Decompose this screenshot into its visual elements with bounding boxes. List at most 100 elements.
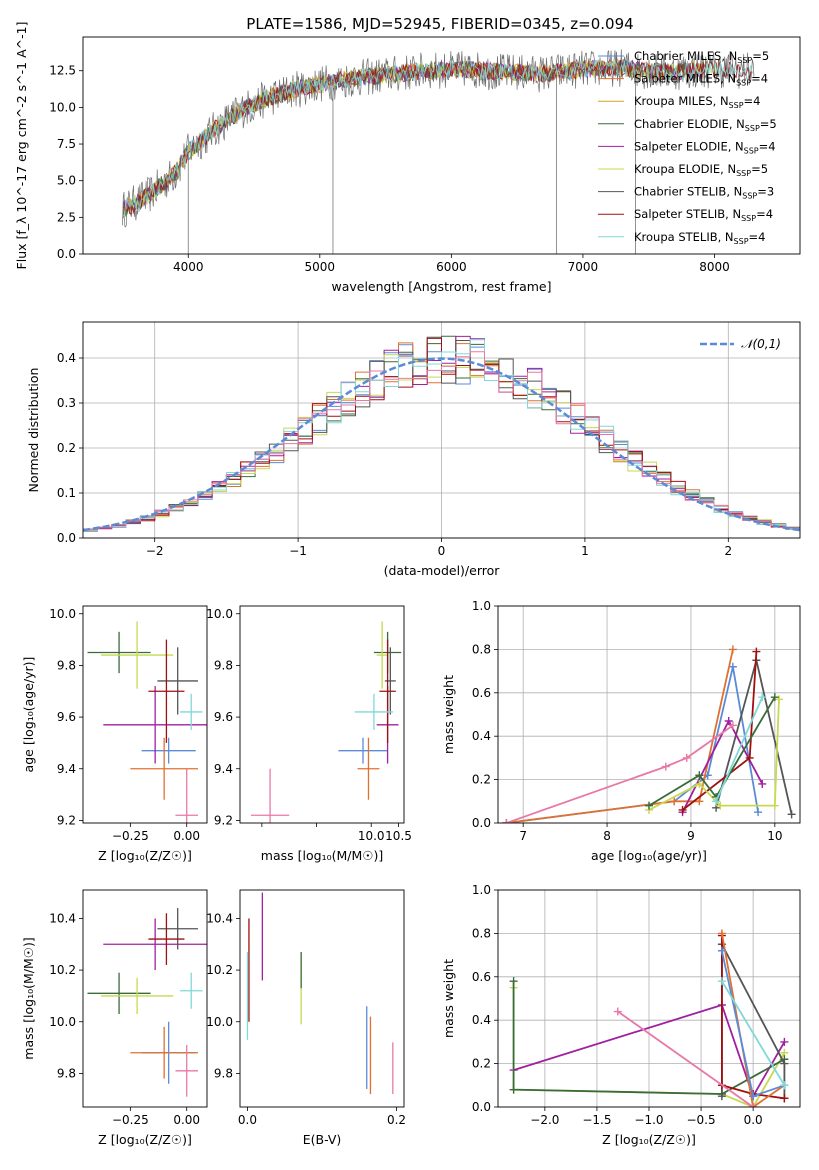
y-tick-label: 9.4: [57, 762, 76, 776]
y-tick-label: 10.4: [49, 911, 76, 925]
axes-frame: [82, 36, 801, 255]
plot-area: [509, 929, 789, 1107]
y-tick-label: 1.0: [472, 599, 491, 613]
plot-area: [87, 908, 207, 1097]
y-tick-label: 0.2: [472, 1057, 491, 1071]
legend-label-sub: SSP: [736, 169, 751, 178]
figure-title: PLATE=1586, MJD=52945, FIBERID=0345, z=0…: [246, 15, 633, 33]
weight-series-line: [721, 933, 785, 1107]
y-tick-label: 0.0: [57, 531, 76, 545]
x-tick-label: −1: [289, 544, 307, 558]
legend-label: 𝒩(0,1): [741, 337, 781, 351]
weight-point-marker: [728, 662, 737, 671]
weight-point-marker: [780, 1059, 789, 1068]
x-axis-label: mass [log₁₀(M/M☉)]: [261, 848, 383, 863]
x-tick-label: 7000: [568, 260, 599, 274]
legend-label-sub: SSP: [741, 214, 756, 223]
legend: 𝒩(0,1): [700, 337, 781, 351]
x-tick-label: 0.2: [387, 1113, 406, 1127]
x-tick-label: 6000: [436, 260, 467, 274]
legend-label-sub: SSP: [736, 79, 751, 88]
x-axis-label: Z [log₁₀(Z/Z☉)]: [98, 1132, 192, 1147]
weight-point-marker: [712, 797, 721, 806]
x-tick-label: 2: [724, 544, 732, 558]
y-tick-label: 1.0: [472, 883, 491, 897]
y-tick-label: 0.1: [57, 486, 76, 500]
plot-area: [122, 49, 755, 254]
x-axis-label: age [log₁₀(age/yr)]: [591, 848, 707, 863]
x-tick-label: 0.0: [238, 1113, 257, 1127]
weight-series-line: [506, 649, 734, 823]
weight-series-line: [715, 696, 764, 802]
plot-area: [83, 335, 800, 532]
y-tick-label: 0.8: [472, 926, 491, 940]
y-tick-label: 9.4: [214, 762, 233, 776]
weight-series-line: [506, 724, 734, 823]
weight-point-marker: [695, 797, 704, 806]
legend-label: Salpeter STELIB, NSSP=4: [634, 207, 773, 223]
weight-point-marker: [728, 721, 737, 730]
legend-label-tail: =5: [760, 117, 777, 131]
weight-point-marker: [752, 647, 761, 656]
panel-residuals: −2 −1 0 1 2 0.0 0.1 0.2 0.3 0.4 (data-model)/error…: [26, 321, 801, 578]
y-tick-label: 10.4: [206, 911, 233, 925]
y-tick-label: 9.6: [214, 710, 233, 724]
y-axis-label: mass [log₁₀(M/M☉)]: [21, 937, 36, 1059]
y-tick-label: 0.0: [472, 1100, 491, 1114]
x-tick-label: 8000: [699, 260, 730, 274]
y-tick-label: 0.6: [472, 686, 491, 700]
weight-series-line: [512, 981, 785, 1095]
y-tick-label: 9.2: [214, 813, 233, 827]
legend-label: Chabrier MILES, NSSP=5: [634, 49, 769, 65]
weight-series-line: [506, 666, 759, 823]
spectrum-model-line: [122, 58, 754, 218]
y-tick-label: 9.8: [214, 1066, 233, 1080]
legend-label-text: Salpeter MILES, N: [634, 72, 736, 86]
legend-label-sub: SSP: [744, 146, 759, 155]
y-tick-label: 9.8: [57, 1066, 76, 1080]
x-tick-label: 5000: [305, 260, 336, 274]
y-tick-label: 10.2: [206, 963, 233, 977]
y-tick-label: 0.0: [57, 247, 76, 261]
legend-label: Salpeter ELODIE, NSSP=4: [634, 139, 776, 155]
x-tick-label: 10.5: [385, 829, 412, 843]
panel-age_vs_Z: −0.25 0.00 9.2 9.4 9.6 9.8 10.0 Z [log₁₀(Z/Z☉)]…: [21, 605, 208, 863]
weight-point-marker: [509, 1085, 518, 1094]
y-tick-label: 9.8: [214, 658, 233, 672]
legend-label-text: Chabrier MILES, N: [634, 49, 737, 63]
weight-point-marker: [670, 797, 679, 806]
axes-frame: [239, 605, 405, 824]
plot-area: [250, 621, 402, 823]
legend-label-tail: =4: [756, 207, 773, 221]
legend-label: Kroupa MILES, NSSP=4: [634, 94, 760, 110]
y-tick-label: 0.4: [57, 351, 76, 365]
plot-area: [502, 645, 796, 823]
x-tick-label: 4000: [173, 260, 204, 274]
weight-point-marker: [695, 779, 704, 788]
weight-point-marker: [758, 779, 767, 788]
x-tick-label: 0: [438, 544, 446, 558]
legend-label-tail: =3: [757, 185, 774, 199]
x-tick-label: 0.0: [744, 1113, 763, 1127]
spectrum-model-line: [122, 58, 721, 218]
legend-label-text: Kroupa ELODIE, N: [634, 162, 736, 176]
legend-label-tail: =4: [749, 230, 766, 244]
weight-point-marker: [682, 753, 691, 762]
legend-label-tail: =4: [759, 139, 776, 153]
weight-point-marker: [717, 946, 726, 955]
x-tick-label: −1.0: [634, 1113, 663, 1127]
x-axis-label: (data-model)/error: [384, 563, 501, 578]
weight-point-marker: [716, 801, 725, 810]
y-tick-label: 7.5: [57, 137, 76, 151]
axes-frame: [82, 321, 801, 539]
weight-series-line: [513, 1003, 786, 1099]
weight-series-line: [617, 1010, 754, 1107]
weight-point-marker: [717, 977, 726, 986]
panel-massweight_vs_age: 7 8 9 10 0.0 0.2 0.4 0.6 0.8 1.0 age [log₁₀(age/yr…: [441, 599, 801, 863]
weight-point-marker: [645, 801, 653, 810]
plot-area: [246, 892, 394, 1095]
y-tick-label: 10.0: [49, 1015, 76, 1029]
x-tick-label: 10: [767, 829, 782, 843]
y-tick-label: 10.0: [206, 607, 233, 621]
